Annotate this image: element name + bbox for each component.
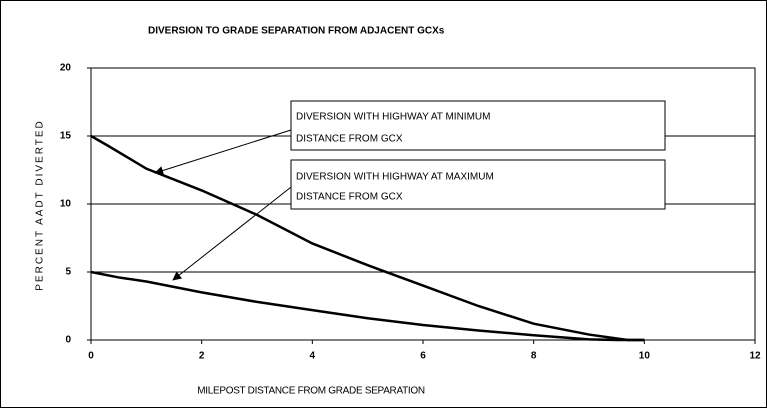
series-line: [90, 134, 645, 342]
y-axis-label: PERCENT AADT DIVERTED: [35, 119, 46, 290]
y-tick-label: 10: [60, 199, 72, 210]
y-tick-label: 20: [60, 63, 72, 74]
annotation-text: DISTANCE FROM GCX: [296, 134, 403, 145]
series-line: [90, 270, 645, 342]
annotation-text: DIVERSION WITH HIGHWAY AT MAXIMUM: [296, 172, 494, 183]
annotation-text: DISTANCE FROM GCX: [296, 192, 403, 203]
annotation-box: [290, 100, 666, 151]
annotation-arrow: [172, 179, 301, 281]
x-axis-label: MILEPOST DISTANCE FROM GRADE SEPARATION: [197, 386, 425, 397]
y-tick-label: 5: [65, 267, 71, 278]
plot-frame: [90, 67, 756, 341]
x-tick-label: 10: [639, 351, 651, 362]
annotation-arrow: [154, 129, 292, 175]
y-tick-label: 0: [65, 335, 71, 346]
x-tick-label: 2: [199, 351, 205, 362]
y-tick-label: 15: [60, 131, 72, 142]
x-tick-label: 0: [88, 351, 94, 362]
annotation-box: [290, 159, 666, 210]
x-tick-label: 8: [531, 351, 537, 362]
x-tick-label: 6: [420, 351, 426, 362]
annotation-text: DIVERSION WITH HIGHWAY AT MINIMUM: [296, 112, 490, 123]
chart-title: DIVERSION TO GRADE SEPARATION FROM ADJAC…: [148, 26, 445, 37]
x-tick-label: 12: [749, 351, 761, 362]
x-tick-label: 4: [310, 351, 316, 362]
